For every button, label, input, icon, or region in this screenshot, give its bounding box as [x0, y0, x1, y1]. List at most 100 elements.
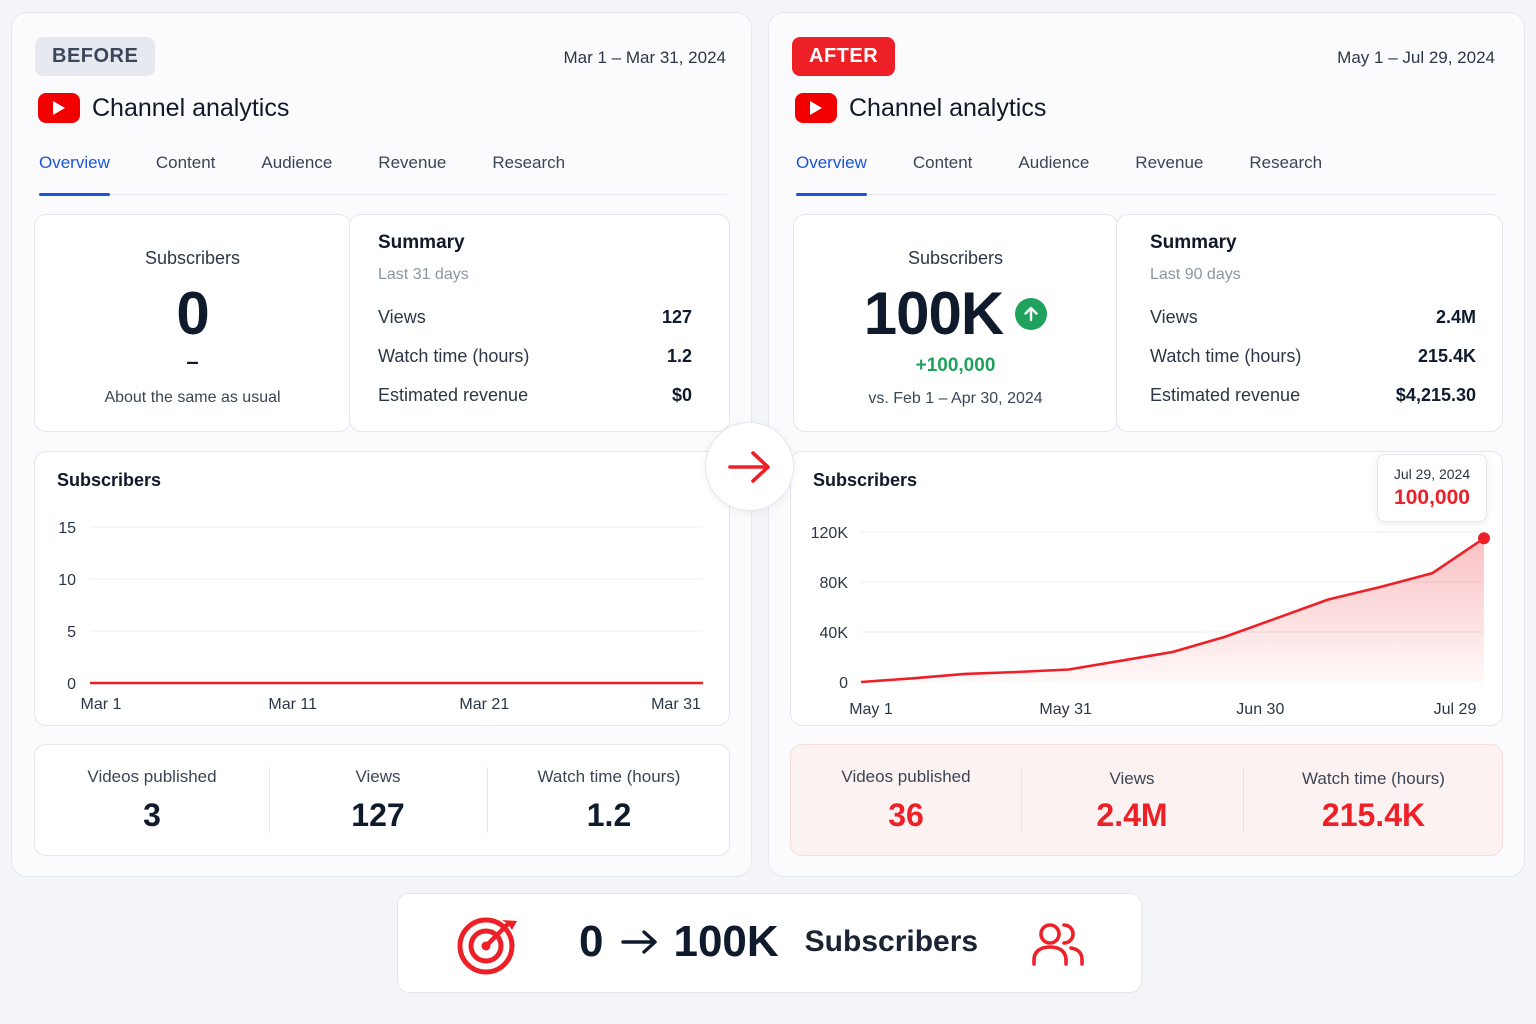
stat-value: 127 — [351, 797, 405, 833]
stat-watch-time: Watch time (hours) 215.4K — [1243, 745, 1504, 855]
summary-row-views: Views 127 — [350, 307, 729, 328]
summary-row-label: Views — [1150, 307, 1198, 327]
series-area — [861, 538, 1484, 682]
series-line — [860, 537, 1485, 684]
tab-content[interactable]: Content — [155, 153, 216, 172]
stat-views: Views 2.4M — [1021, 745, 1243, 855]
stat-value: 1.2 — [586, 797, 632, 833]
milestone-text: 0 100K Subscribers — [579, 914, 978, 970]
x-tick-label: Mar 21 — [459, 696, 509, 713]
trend-up-icon — [1015, 297, 1048, 330]
subscribers-comparison: vs. Feb 1 – Apr 30, 2024 — [868, 390, 1043, 407]
youtube-logo-icon — [38, 93, 80, 123]
y-tick-label: 0 — [67, 676, 76, 693]
tab-audience[interactable]: Audience — [1018, 153, 1090, 172]
title-row: Channel analytics — [795, 93, 1046, 123]
tab-revenue[interactable]: Revenue — [1135, 153, 1204, 172]
y-tick-label: 5 — [67, 624, 76, 641]
youtube-logo-icon — [795, 93, 837, 123]
x-tick-label: Mar 1 — [81, 696, 122, 713]
x-tick-label: Mar 31 — [651, 696, 701, 713]
stat-label: Views — [1109, 769, 1155, 788]
stat-views: Views 127 — [269, 745, 487, 855]
subscribers-chart-card: Subscribers 15 10 5 0 Mar 1 Mar 11 Mar 21 Mar 3… — [34, 451, 730, 726]
x-tick-label: Jul 29 — [1434, 701, 1477, 718]
y-tick-label: 80K — [820, 575, 849, 592]
milestone-label: Subscribers — [804, 925, 979, 958]
stats-card: Videos published 3 Views 127 Watch time … — [34, 744, 730, 856]
summary-row-watch-time: Watch time (hours) 1.2 — [350, 346, 729, 367]
divider — [1021, 767, 1022, 833]
summary-row-label: Estimated revenue — [378, 385, 529, 405]
summary-row-label: Views — [378, 307, 426, 327]
tab-research[interactable]: Research — [492, 153, 566, 172]
x-tick-label: May 31 — [1039, 701, 1092, 718]
stat-value: 2.4M — [1096, 797, 1168, 833]
summary-row-label: Watch time (hours) — [378, 346, 530, 366]
series-endpoint — [1478, 532, 1490, 545]
chart-title: Subscribers — [57, 470, 162, 490]
summary-row-value: 1.2 — [666, 346, 692, 366]
summary-title: Summary — [1150, 232, 1237, 253]
summary-title: Summary — [378, 232, 465, 253]
divider — [269, 767, 270, 833]
arrow-right-icon — [727, 450, 770, 483]
subscribers-chart-card: Subscribers 120K 80K 40K 0 May 1 May 31 Jun 30… — [790, 451, 1503, 726]
summary-period: Last 90 days — [1150, 266, 1241, 283]
milestone-from: 0 — [579, 917, 604, 966]
stat-videos-published: Videos published 3 — [35, 745, 269, 855]
page-title: Channel analytics — [849, 93, 1047, 122]
y-tick-label: 40K — [820, 625, 849, 642]
date-range: May 1 – Jul 29, 2024 — [1337, 48, 1495, 67]
chart-title: Subscribers — [813, 470, 918, 490]
tab-bar: Overview Content Audience Revenue Resear… — [39, 153, 727, 196]
tab-revenue[interactable]: Revenue — [378, 153, 447, 172]
stats-card: Videos published 36 Views 2.4M Watch tim… — [790, 744, 1503, 856]
summary-row-value: $0 — [671, 385, 692, 405]
summary-period: Last 31 days — [378, 266, 469, 283]
tab-audience[interactable]: Audience — [261, 153, 333, 172]
tab-overview[interactable]: Overview — [796, 153, 867, 196]
before-panel: BEFORE Mar 1 – Mar 31, 2024 Channel anal… — [11, 12, 752, 877]
summary-row-label: Estimated revenue — [1150, 385, 1301, 405]
subscribers-value-row: 100K — [794, 279, 1117, 348]
tab-bar: Overview Content Audience Revenue Resear… — [796, 153, 1497, 196]
page-title: Channel analytics — [92, 93, 290, 122]
title-row: Channel analytics — [38, 93, 289, 123]
before-badge: BEFORE — [35, 37, 156, 76]
tab-overview[interactable]: Overview — [39, 153, 110, 196]
stat-label: Watch time (hours) — [1302, 769, 1445, 788]
summary-row-views: Views 2.4M — [1117, 307, 1502, 328]
stat-value: 215.4K — [1321, 797, 1426, 833]
subscribers-note: About the same as usual — [104, 389, 281, 406]
stat-watch-time: Watch time (hours) 1.2 — [487, 745, 731, 855]
y-tick-label: 0 — [839, 675, 848, 692]
divider — [1243, 767, 1244, 833]
summary-row-label: Watch time (hours) — [1150, 346, 1302, 366]
subscribers-change: – — [186, 349, 199, 374]
stat-value: 3 — [143, 797, 161, 833]
subscribers-change: +100,000 — [915, 355, 996, 376]
stat-label: Views — [355, 767, 401, 786]
transition-arrow — [705, 422, 794, 511]
subscribers-label: Subscribers — [144, 248, 241, 268]
y-tick-label: 120K — [811, 525, 849, 542]
after-badge: AFTER — [792, 37, 896, 76]
subscribers-card: Subscribers 100K +100,000 vs. Feb 1 – Ap… — [793, 214, 1118, 432]
x-tick-label: May 1 — [849, 701, 893, 718]
stat-videos-published: Videos published 36 — [791, 745, 1021, 855]
summary-card: Summary Last 90 days Views 2.4M Watch ti… — [1116, 214, 1503, 432]
subscribers-label: Subscribers — [907, 248, 1004, 268]
users-icon — [1031, 920, 1085, 973]
stat-label: Videos published — [841, 767, 971, 786]
summary-row-value: 127 — [661, 307, 692, 327]
x-tick-label: Jun 30 — [1236, 701, 1284, 718]
summary-row-watch-time: Watch time (hours) 215.4K — [1117, 346, 1502, 367]
tooltip-value: 100,000 — [1394, 486, 1470, 509]
x-tick-label: Mar 11 — [268, 696, 317, 713]
subscribers-value: 100K — [863, 280, 1004, 347]
tab-research[interactable]: Research — [1249, 153, 1323, 172]
summary-card: Summary Last 31 days Views 127 Watch tim… — [349, 214, 730, 432]
stat-value: 36 — [888, 797, 924, 833]
tab-content[interactable]: Content — [912, 153, 973, 172]
